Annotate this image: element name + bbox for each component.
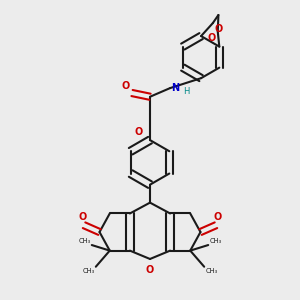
Text: CH₃: CH₃: [78, 238, 91, 244]
Text: O: O: [215, 24, 223, 34]
Text: O: O: [135, 127, 143, 137]
Text: CH₃: CH₃: [206, 268, 218, 274]
Text: O: O: [214, 212, 222, 222]
Text: O: O: [208, 33, 216, 43]
Text: O: O: [78, 212, 86, 222]
Text: CH₃: CH₃: [209, 238, 222, 244]
Text: O: O: [146, 265, 154, 275]
Text: N: N: [171, 83, 179, 93]
Text: CH₃: CH₃: [82, 268, 94, 274]
Text: H: H: [183, 87, 190, 96]
Text: O: O: [122, 81, 130, 91]
